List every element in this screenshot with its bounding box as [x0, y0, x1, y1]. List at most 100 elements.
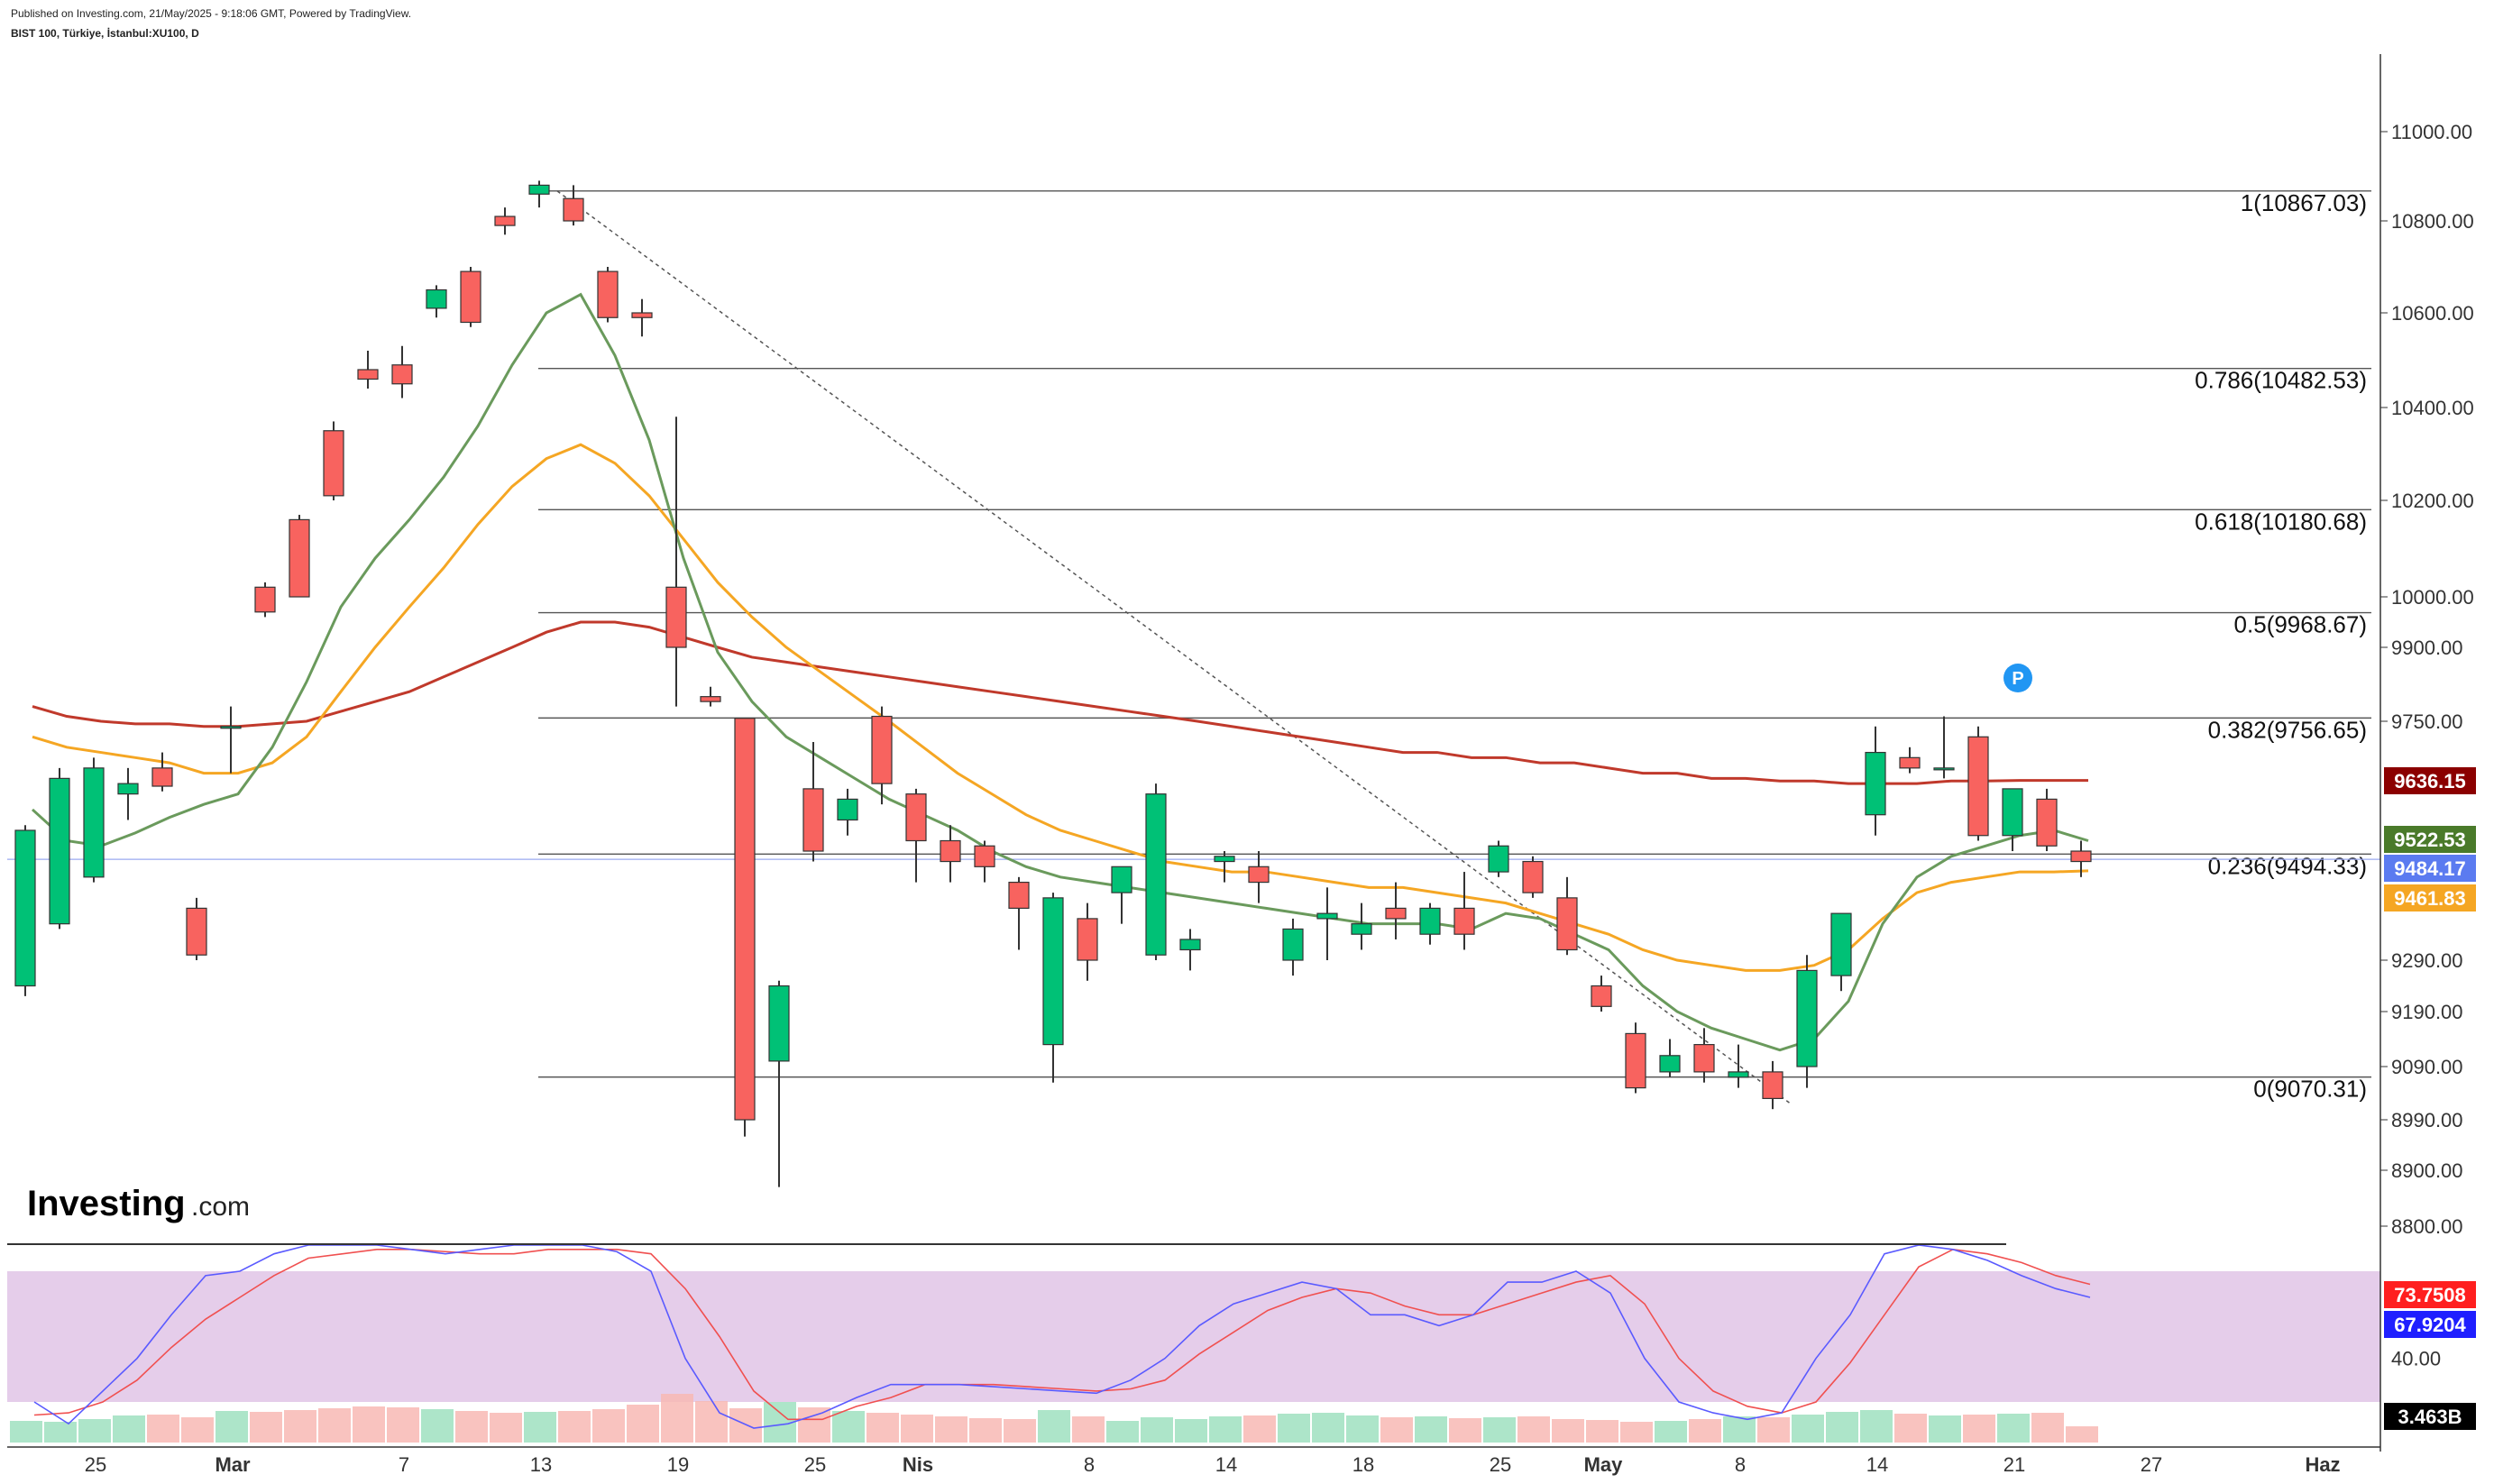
volume-bar: [1449, 1418, 1481, 1443]
x-tick-label: 19: [667, 1453, 689, 1476]
fib-label: 0.786(10482.53): [2195, 367, 2367, 394]
candle-body: [1385, 907, 1407, 920]
published-note: Published on Investing.com, 21/May/2025 …: [11, 7, 412, 20]
volume-bar: [181, 1417, 214, 1443]
volume-bar: [1929, 1415, 1961, 1443]
candle-body: [1693, 1043, 1715, 1073]
price-badge-text: 9484.17: [2394, 857, 2466, 880]
short-ema-line: [31, 292, 2089, 1052]
volume-bar: [1004, 1419, 1036, 1443]
candle-body: [1077, 918, 1098, 961]
x-tick-label: 8: [1084, 1453, 1095, 1476]
x-tick-label: Nis: [903, 1453, 933, 1476]
y-tick-label: 10800.00: [2391, 210, 2474, 233]
candle-body: [563, 197, 584, 222]
candle-body: [117, 783, 139, 795]
y-tick-label: 10600.00: [2391, 302, 2474, 325]
price-badge-text: 9461.83: [2394, 887, 2466, 910]
volume-bar: [1141, 1417, 1173, 1443]
price-badge: [2384, 767, 2476, 794]
candle-body: [631, 312, 653, 318]
y-tick-label: 8900.00: [2391, 1159, 2463, 1182]
candle-body: [1282, 928, 1304, 961]
volume-bar: [1209, 1416, 1242, 1443]
x-tick-label: Mar: [215, 1453, 251, 1476]
volume-bar: [1072, 1416, 1105, 1443]
candle-body: [665, 586, 687, 648]
volume-bar: [1106, 1421, 1139, 1443]
volume-bar: [1243, 1415, 1276, 1443]
stochastic-d-line: [33, 1249, 2091, 1421]
volume-bar: [1038, 1410, 1070, 1443]
candle-body: [1659, 1055, 1681, 1073]
stoch-badge: [2384, 1311, 2476, 1338]
volume-bar: [627, 1405, 659, 1443]
volume-bar: [1380, 1417, 1413, 1443]
volume-bar: [147, 1415, 179, 1443]
fib-label: 0.236(9494.33): [2208, 852, 2367, 879]
candle-body: [1830, 912, 1852, 976]
volume-bar: [421, 1409, 454, 1443]
candle-body: [768, 985, 790, 1062]
volume-bar: [1826, 1412, 1858, 1443]
volume-bar: [1312, 1413, 1344, 1443]
volume-bar: [353, 1406, 385, 1443]
volume-bar: [1894, 1414, 1927, 1443]
candle-body: [2002, 788, 2023, 837]
candle-body: [1179, 939, 1201, 951]
x-tick-label: 7: [399, 1453, 409, 1476]
candle-body: [734, 718, 756, 1121]
candle-body: [220, 726, 242, 729]
volume-bar: [284, 1410, 316, 1443]
price-badge-text: 9522.53: [2394, 829, 2466, 851]
candle-body: [1453, 907, 1475, 935]
volume-bar: [10, 1421, 42, 1443]
volume-bar: [1552, 1419, 1584, 1443]
candle-body: [1008, 881, 1030, 909]
candle-body: [151, 767, 173, 787]
x-tick-label: 25: [1490, 1453, 1511, 1476]
candle-body: [1899, 756, 1921, 769]
fib-label: 0.5(9968.67): [2234, 611, 2367, 638]
candle-body: [1796, 969, 1818, 1067]
y-tick-label: 10200.00: [2391, 490, 2474, 512]
fib-label: 0.618(10180.68): [2195, 508, 2367, 535]
price-badge-text: 9636.15: [2394, 770, 2466, 792]
y-tick-label: 8990.00: [2391, 1109, 2463, 1131]
volume-bar: [1689, 1419, 1721, 1443]
y-tick-label: 10400.00: [2391, 397, 2474, 419]
investing-logo-suffix: .com: [191, 1192, 250, 1222]
candle-body: [1728, 1071, 1749, 1078]
volume-bar: [1757, 1417, 1790, 1443]
volume-bar: [215, 1411, 248, 1443]
candle-body: [974, 845, 995, 867]
candle-body: [357, 369, 379, 380]
stoch-badge-text: 67.9204: [2394, 1314, 2466, 1336]
candle-body: [2036, 798, 2058, 847]
candle-body: [528, 184, 550, 195]
volume-bar: [318, 1408, 351, 1443]
stochastic-band: [7, 1271, 2380, 1402]
candle-body: [802, 788, 824, 852]
candle-body: [83, 767, 105, 878]
volume-bar: [1517, 1416, 1550, 1443]
stoch-badge-text: 73.7508: [2394, 1284, 2466, 1306]
stoch-y-tick: 40.00: [2391, 1348, 2441, 1370]
x-tick-label: 25: [804, 1453, 826, 1476]
y-tick-label: 9190.00: [2391, 1001, 2463, 1023]
fib-trend-line: [556, 190, 1792, 1104]
candle-body: [2070, 850, 2092, 863]
volume-bar: [1175, 1419, 1207, 1443]
volume-bar: [558, 1411, 591, 1443]
candle-body: [289, 518, 310, 598]
price-badge: [2384, 826, 2476, 853]
candle-body: [871, 715, 893, 784]
price-badge: [2384, 855, 2476, 882]
x-tick-label: 13: [530, 1453, 552, 1476]
symbol-title: BIST 100, Türkiye, İstanbul:XU100, D: [11, 27, 199, 40]
volume-bar: [1620, 1422, 1653, 1443]
volume-bar: [1792, 1415, 1824, 1443]
candle-body: [1419, 907, 1441, 935]
